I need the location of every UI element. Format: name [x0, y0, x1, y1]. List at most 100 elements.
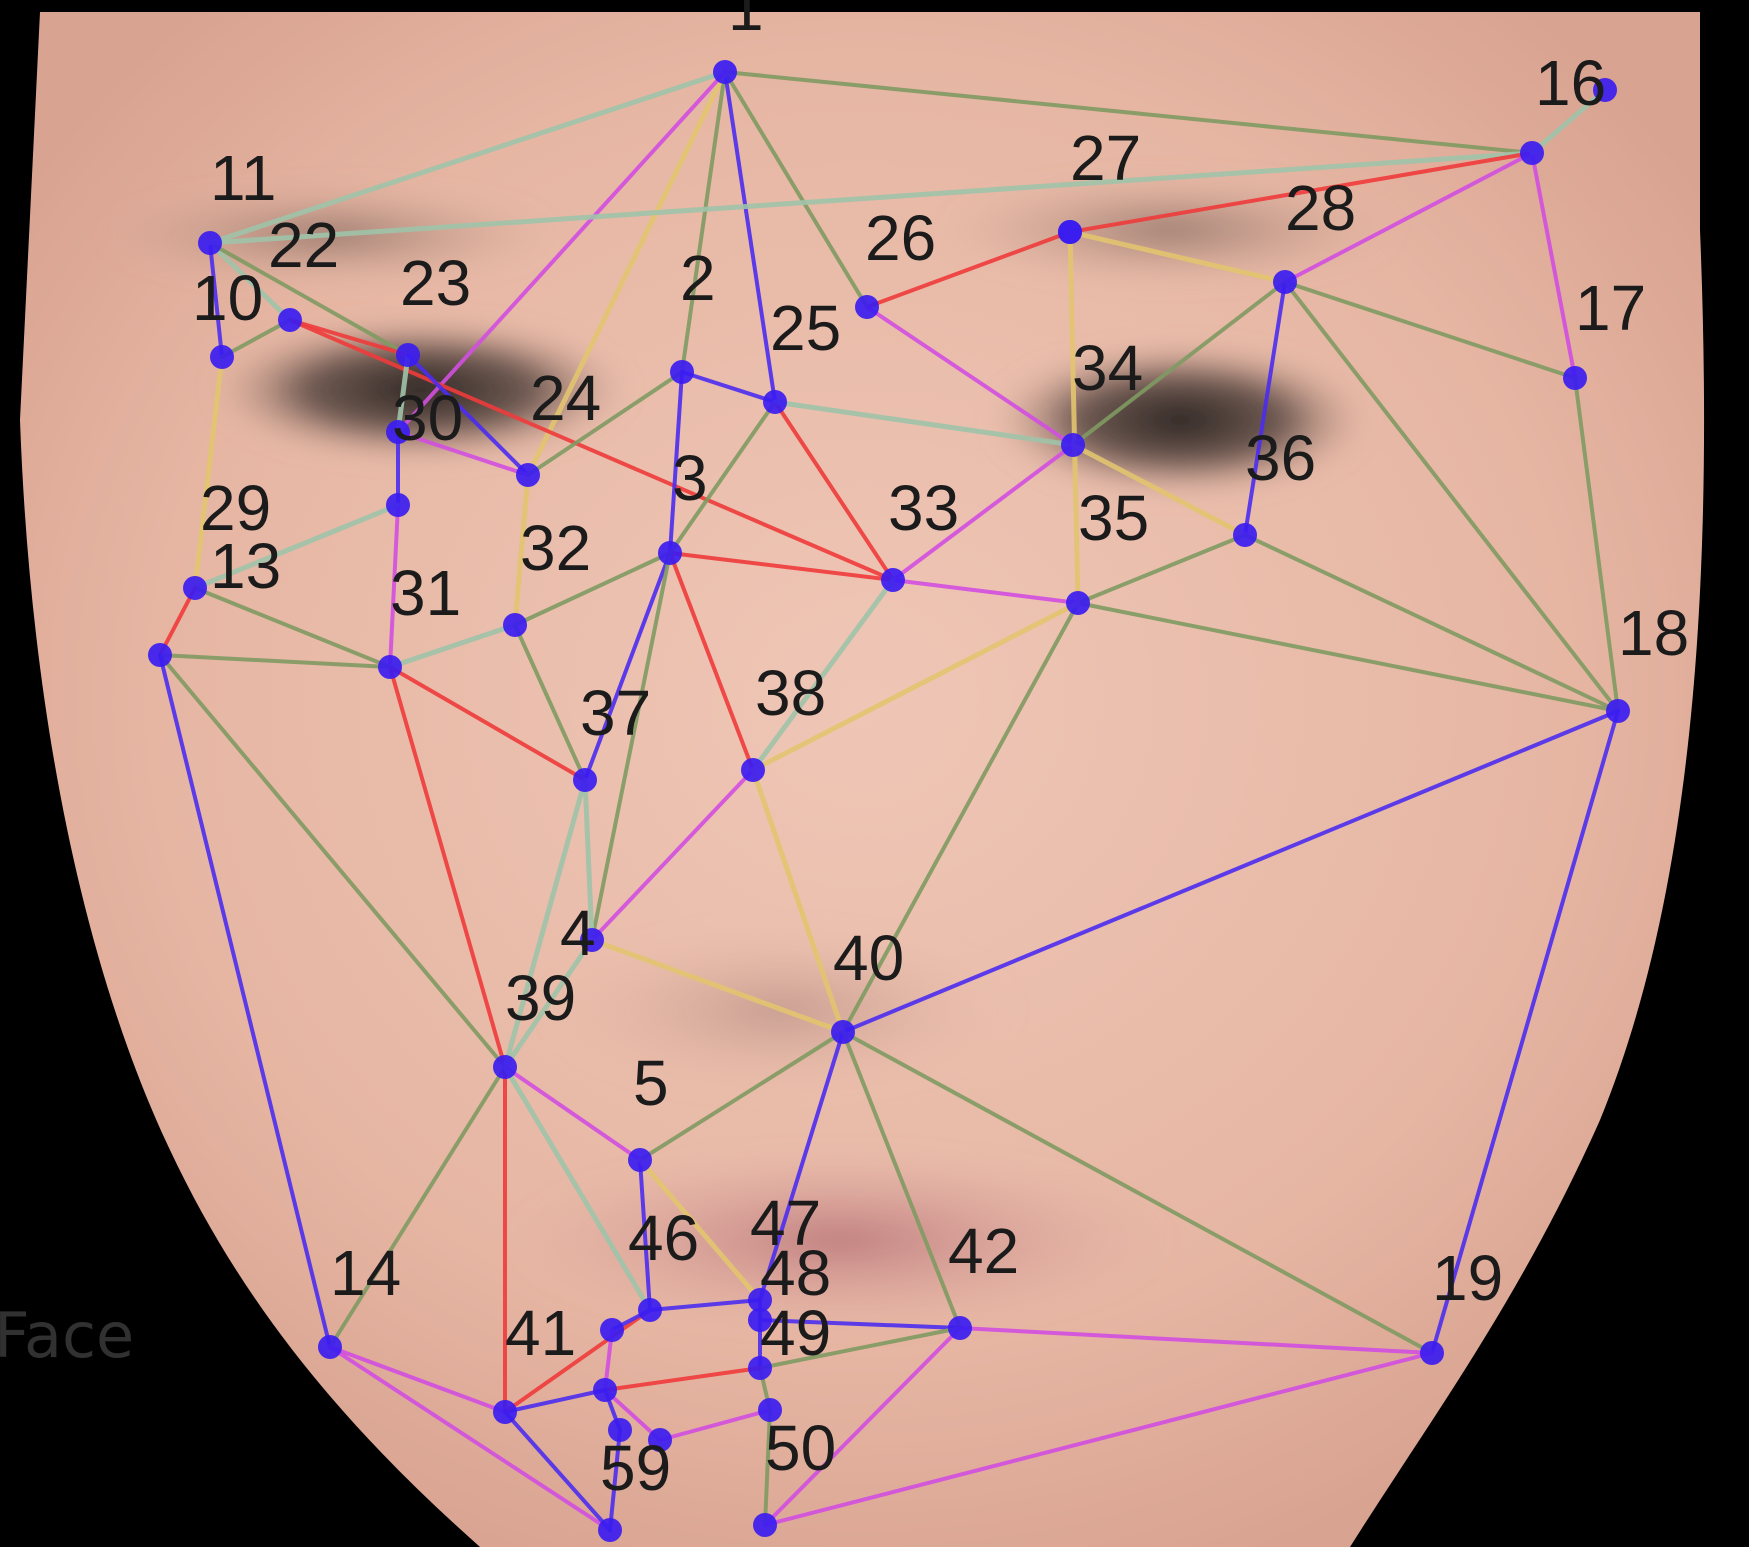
- landmark-point-1: [713, 60, 737, 84]
- mesh-edge-37-39: [502, 777, 588, 1070]
- landmark-label-35: 35: [1078, 482, 1149, 554]
- landmark-label-1: 1: [728, 0, 764, 44]
- landmark-point-50: [758, 1398, 782, 1422]
- mesh-edge-30-24: [396, 430, 530, 477]
- landmark-label-17: 17: [1575, 272, 1646, 344]
- landmark-point-24: [516, 463, 540, 487]
- landmark-point-59: [608, 1418, 632, 1442]
- landmark-point-17: [1563, 366, 1587, 390]
- mesh-edge-1-11: [207, 69, 728, 246]
- mesh-edge-22-33: [288, 318, 895, 582]
- landmark-point-5: [628, 1148, 652, 1172]
- mesh-edge-26-35: [1067, 229, 1081, 606]
- landmark-point-25: [855, 295, 879, 319]
- mesh-edge-25-26: [865, 230, 1072, 309]
- mesh-edge-41-46: [503, 1308, 652, 1414]
- landmark-label-16: 16: [1535, 47, 1606, 119]
- mesh-edge-1-a: [723, 70, 777, 404]
- mesh-edge-5-46: [638, 1158, 652, 1312]
- landmark-label-13: 13: [210, 530, 281, 602]
- mesh-edge-36-18: [1243, 533, 1620, 713]
- landmark-point-48: [748, 1308, 772, 1332]
- landmark-point-23: [396, 343, 420, 367]
- watermark-text: Face: [0, 1299, 134, 1372]
- landmark-label-23: 23: [400, 247, 471, 319]
- mesh-edge-31-39: [388, 665, 507, 1069]
- mesh-edge-32-3: [513, 551, 672, 627]
- landmark-label-2: 2: [680, 242, 716, 314]
- mesh-edge-39-5: [503, 1065, 642, 1162]
- landmark-point-39: [493, 1055, 517, 1079]
- landmark-point-27: [1058, 220, 1082, 244]
- landmark-point-4: [580, 928, 604, 952]
- landmark-label-34: 34: [1072, 332, 1143, 404]
- landmark-label-59: 59: [600, 1432, 671, 1504]
- landmark-point-31: [378, 655, 402, 679]
- mesh-edge-33-38: [750, 577, 896, 773]
- landmark-label-29: 29: [200, 472, 271, 544]
- mesh-edge-1-16: [723, 70, 1534, 155]
- landmark-point-14: [318, 1335, 342, 1359]
- mesh-edge-11-10: [208, 241, 224, 359]
- landmark-point-29: [386, 493, 410, 517]
- mesh-edge-11-23: [208, 241, 410, 357]
- mesh-edge-1-24: [525, 69, 728, 478]
- mesh-edge-23-24: [406, 353, 530, 477]
- mesh-edge-50-e: [763, 1408, 772, 1527]
- mesh-edge-3-33: [668, 551, 895, 582]
- landmark-label-38: 38: [755, 657, 826, 729]
- mesh-edge-35-38: [750, 600, 1081, 773]
- landmark-point-35: [1066, 591, 1090, 615]
- mesh-edge-28-34: [1071, 280, 1287, 447]
- landmark-label-37: 37: [580, 677, 651, 749]
- mesh-edge-3-38: [668, 551, 755, 772]
- mesh-edge-a-3: [668, 400, 777, 555]
- mesh-edge-b-39: [158, 653, 507, 1069]
- landmark-point-37: [573, 768, 597, 792]
- landmark-label-11: 11: [210, 142, 276, 214]
- mesh-edge-17-18: [1573, 376, 1620, 713]
- mesh-edge-b-14: [158, 653, 332, 1349]
- landmark-label-46: 46: [628, 1202, 699, 1274]
- landmark-point-2: [670, 360, 694, 384]
- landmark-label-28: 28: [1285, 172, 1356, 244]
- mesh-edge-10-13: [192, 354, 225, 591]
- mesh-edges: [158, 69, 1620, 1532]
- mesh-edge-38-4: [590, 768, 755, 942]
- mesh-edge-28-18: [1283, 280, 1620, 713]
- landmark-point-47: [748, 1288, 772, 1312]
- mesh-edge-11-16: [207, 150, 1535, 246]
- mesh-edge-35-18: [1076, 601, 1620, 713]
- mesh-edge-35-36: [1076, 533, 1247, 605]
- landmark-point-19: [1420, 1341, 1444, 1365]
- mesh-edge-1-2: [680, 70, 727, 374]
- landmark-point-36: [1233, 523, 1257, 547]
- landmark-point-3: [658, 541, 682, 565]
- mesh-edge-33-34: [891, 443, 1075, 582]
- landmark-point-16: [1520, 141, 1544, 165]
- mesh-edge-35-40: [841, 601, 1080, 1034]
- landmark-label-31: 31: [390, 557, 461, 629]
- landmark-label-39: 39: [505, 962, 576, 1034]
- landmark-label-36: 36: [1245, 422, 1316, 494]
- mesh-edge-28-36: [1243, 280, 1287, 537]
- landmark-point-b: [148, 643, 172, 667]
- mesh-edge-37-4: [582, 777, 595, 943]
- mesh-edge-59-d: [608, 1428, 622, 1532]
- mesh-edge-2-3: [668, 370, 684, 555]
- mesh-edge-48-42: [758, 1318, 962, 1330]
- landmark-point-42: [948, 1316, 972, 1340]
- mesh-edge-39-14: [328, 1065, 507, 1349]
- landmark-point-d: [598, 1518, 622, 1542]
- mesh-edge-29-31: [388, 503, 400, 669]
- landmark-point-46: [638, 1298, 662, 1322]
- mesh-edge-a-33: [773, 400, 895, 582]
- mesh-edge-19-e: [763, 1351, 1434, 1527]
- landmark-label-47: 47: [750, 1187, 821, 1259]
- mesh-edge-40-42: [841, 1030, 962, 1330]
- mesh-edge-39-4: [502, 937, 595, 1070]
- mesh-edge-1-30: [396, 70, 727, 434]
- landmark-label-42: 42: [948, 1215, 1019, 1287]
- landmark-label-19: 19: [1432, 1242, 1503, 1314]
- mesh-edge-33-35: [891, 578, 1080, 605]
